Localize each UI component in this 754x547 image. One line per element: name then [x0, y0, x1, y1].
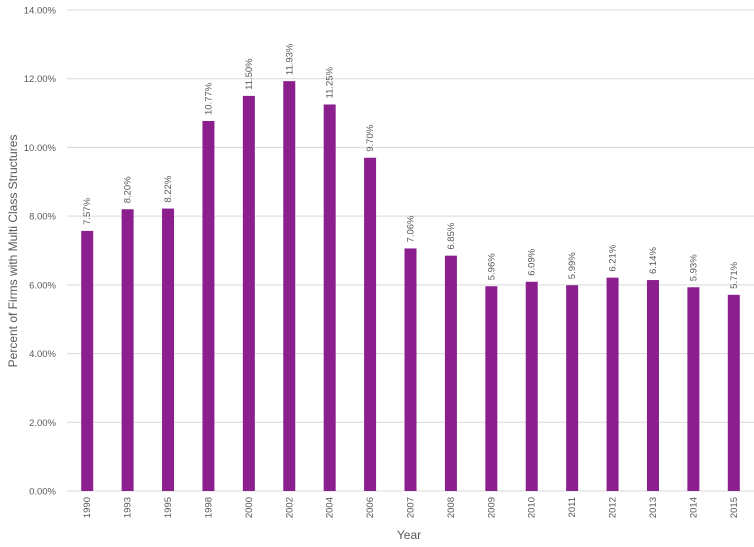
y-tick-label: 2.00%	[29, 418, 56, 429]
x-tick-label: 2002	[284, 497, 295, 518]
data-label: 11.93%	[284, 43, 295, 75]
data-label: 11.25%	[325, 66, 336, 98]
bar	[606, 277, 619, 491]
bar	[444, 255, 457, 491]
data-label: 6.21%	[608, 244, 619, 271]
data-label: 5.71%	[729, 261, 740, 288]
x-tick-label: 1995	[163, 497, 174, 518]
data-label: 9.70%	[365, 124, 376, 151]
y-tick-label: 8.00%	[29, 212, 56, 223]
bar	[646, 280, 659, 491]
y-tick-label: 0.00%	[29, 487, 56, 498]
data-label: 11.50%	[244, 58, 255, 90]
y-tick-label: 4.00%	[29, 349, 56, 360]
data-labels: 7.57% 8.20% 8.22% 10.77% 11.50% 11.93% 11.25% 9…	[82, 43, 740, 289]
bar	[364, 157, 377, 491]
x-tick-label: 2010	[527, 497, 538, 518]
data-label: 6.14%	[648, 247, 659, 274]
data-label: 7.57%	[82, 197, 93, 224]
data-label: 7.06%	[406, 215, 417, 242]
bar	[242, 95, 255, 492]
y-tick-label: 10.00%	[24, 143, 57, 154]
y-tick-label: 12.00%	[24, 74, 57, 85]
bar	[81, 230, 94, 491]
bar	[525, 281, 538, 491]
data-label: 6.85%	[446, 222, 457, 249]
data-label: 8.20%	[123, 176, 134, 203]
bar	[283, 81, 296, 491]
y-tick-label: 6.00%	[29, 280, 56, 291]
y-axis-tick-labels: 0.00% 2.00% 4.00% 6.00% 8.00% 10.00% 12.00% 14.…	[24, 6, 57, 498]
bar	[323, 104, 336, 491]
bar	[727, 294, 740, 491]
x-tick-label: 2013	[648, 497, 659, 518]
data-label: 5.93%	[688, 254, 699, 281]
x-tick-label: 2000	[244, 497, 255, 518]
x-tick-label: 1990	[82, 497, 93, 518]
data-label: 5.99%	[567, 252, 578, 279]
x-tick-label: 2014	[688, 497, 699, 518]
bars	[81, 81, 740, 492]
data-label: 8.22%	[163, 175, 174, 202]
bar	[485, 286, 498, 491]
x-tick-label: 1993	[123, 497, 134, 518]
data-label: 10.77%	[203, 82, 214, 115]
x-tick-label: 2006	[365, 497, 376, 518]
x-tick-label: 2015	[729, 497, 740, 518]
x-tick-label: 1998	[203, 497, 214, 518]
bar	[687, 287, 700, 491]
y-tick-label: 14.00%	[24, 6, 57, 17]
x-tick-label: 2011	[567, 497, 578, 517]
x-axis-tick-labels: 1990 1993 1995 1998 2000 2002 2004 2006 2007 2008…	[82, 497, 740, 518]
bar	[121, 209, 134, 491]
x-tick-label: 2004	[325, 497, 336, 518]
bar	[162, 208, 175, 491]
bar	[404, 248, 417, 491]
bar	[202, 120, 215, 491]
bar	[566, 285, 579, 491]
x-tick-label: 2007	[406, 497, 417, 518]
data-label: 6.09%	[527, 248, 538, 275]
x-axis-title: Year	[397, 528, 421, 542]
data-label: 5.96%	[486, 253, 497, 280]
y-axis-title: Percent of Firms with Multi Class Struct…	[6, 135, 20, 368]
x-tick-label: 2009	[486, 497, 497, 518]
x-tick-label: 2008	[446, 497, 457, 518]
x-tick-label: 2012	[608, 497, 619, 518]
